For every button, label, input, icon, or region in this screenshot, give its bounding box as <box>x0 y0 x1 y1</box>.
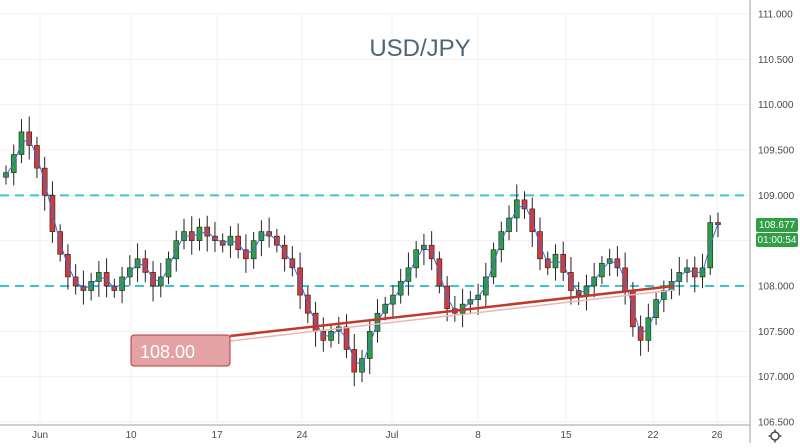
trendline-label: 108.00 <box>140 342 195 362</box>
y-tick-label: 108.000 <box>758 282 795 293</box>
trendline-main <box>229 284 675 338</box>
trendline-label-callout: 108.00 <box>130 334 231 367</box>
horizontal-levels <box>0 194 750 287</box>
y-tick-label: 107.500 <box>758 327 795 338</box>
trendline <box>229 284 675 342</box>
countdown-tag: 01:00:54 <box>758 235 797 246</box>
settings-gear-icon[interactable] <box>768 429 782 443</box>
y-tick-label: 109.000 <box>758 191 795 202</box>
y-tick-label: 107.000 <box>758 372 795 383</box>
candle-body <box>3 172 9 178</box>
x-tick-label: 8 <box>475 430 481 441</box>
x-tick-label: 10 <box>125 430 137 441</box>
x-tick-label: 15 <box>560 430 572 441</box>
y-tick-label: 111.000 <box>758 10 793 21</box>
y-tick-label: 109.500 <box>758 146 795 157</box>
x-tick-label: 26 <box>711 430 723 441</box>
trendline-shadow <box>229 289 675 342</box>
x-tick-label: 17 <box>211 430 223 441</box>
moving-average-line <box>5 137 719 367</box>
countdown-tag-bg <box>756 233 798 247</box>
y-tick-label: 110.000 <box>758 100 794 111</box>
y-tick-label: 110.500 <box>758 55 794 66</box>
last-price-tag-bg <box>756 218 798 232</box>
candles <box>3 116 721 387</box>
last-price-tag: 108.677 <box>759 220 796 231</box>
x-tick-label: 24 <box>296 430 308 441</box>
price-tags: 108.677 01:00:54 <box>756 218 798 247</box>
x-tick-label: Jun <box>32 430 48 441</box>
y-tick-label: 106.500 <box>758 418 795 429</box>
grid-lines <box>0 13 750 423</box>
chart-title: USD/JPY <box>369 35 470 62</box>
x-tick-label: Jul <box>386 430 399 441</box>
x-tick-label: 22 <box>647 430 659 441</box>
